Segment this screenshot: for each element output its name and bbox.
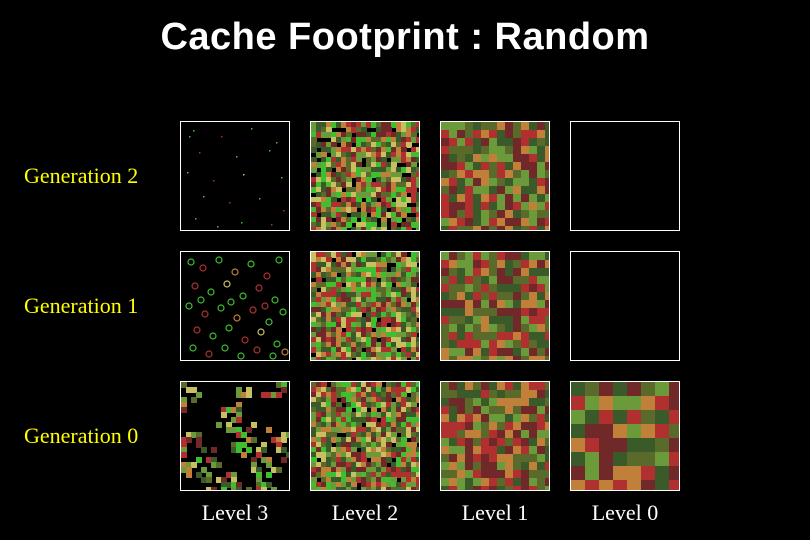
cache-grid: Generation 2 Generation 1 Generation 0 [0,116,810,506]
cell-gen0-l0 [570,381,680,491]
cell-gen2-l0 [570,121,680,231]
cell-gen0-l1 [440,381,550,491]
row-label: Generation 1 [0,293,180,319]
cell-gen2-l3 [180,121,290,231]
cell-gen0-l3 [180,381,290,491]
row-cells [180,381,680,491]
grid-row-gen1: Generation 1 [0,246,810,366]
grid-row-gen0: Generation 0 [0,376,810,496]
col-label: Level 2 [310,500,420,526]
cell-gen2-l2 [310,121,420,231]
col-label: Level 3 [180,500,290,526]
cell-gen1-l2 [310,251,420,361]
row-cells [180,251,680,361]
cell-gen1-l1 [440,251,550,361]
cell-gen1-l3 [180,251,290,361]
col-label: Level 0 [570,500,680,526]
cell-gen1-l0 [570,251,680,361]
row-label: Generation 2 [0,163,180,189]
grid-row-gen2: Generation 2 [0,116,810,236]
column-labels: Level 3 Level 2 Level 1 Level 0 [180,500,680,526]
slide-title: Cache Footprint : Random [0,16,810,59]
cell-gen0-l2 [310,381,420,491]
cell-gen2-l1 [440,121,550,231]
col-label: Level 1 [440,500,550,526]
row-cells [180,121,680,231]
row-label: Generation 0 [0,423,180,449]
slide: Cache Footprint : Random Generation 2 Ge… [0,0,810,540]
